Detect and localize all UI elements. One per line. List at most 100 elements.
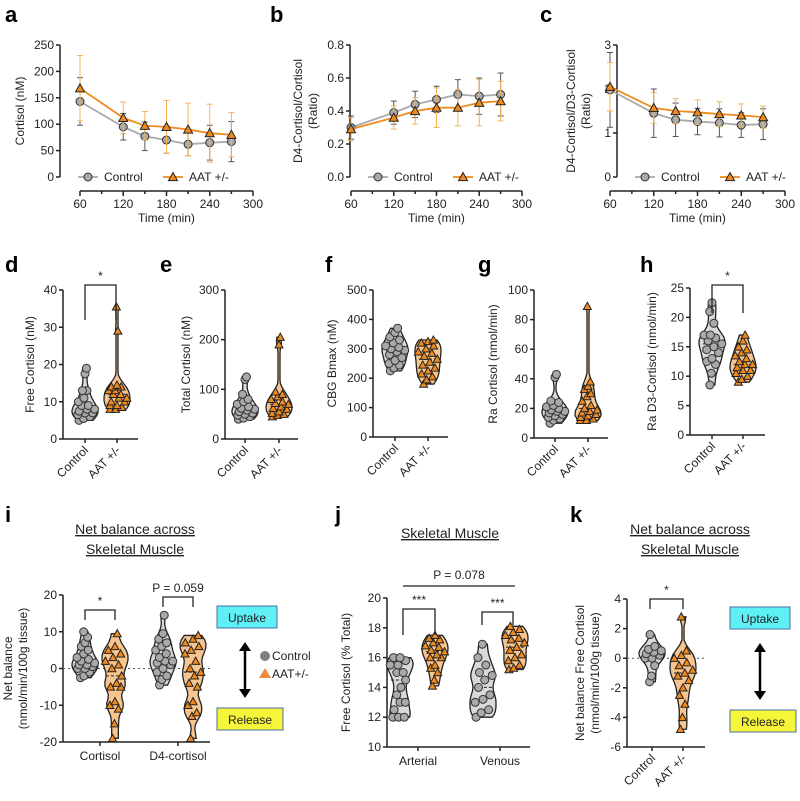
data-point bbox=[204, 127, 216, 138]
legend-marker bbox=[83, 172, 93, 182]
data-point bbox=[757, 111, 769, 122]
aat-point bbox=[274, 339, 284, 349]
aat-point bbox=[413, 346, 424, 356]
series-line bbox=[79, 100, 232, 146]
x-axis-label: Time (min) bbox=[408, 211, 465, 225]
control-point bbox=[554, 397, 564, 407]
x-tick-label: 240 bbox=[200, 197, 220, 211]
aat-point bbox=[111, 678, 122, 687]
aat-point bbox=[424, 357, 435, 366]
aat-point bbox=[100, 656, 111, 665]
violin-aat bbox=[413, 334, 443, 388]
legend-marker bbox=[373, 172, 383, 182]
panel-title: Skeletal Muscle bbox=[401, 525, 499, 541]
control-point bbox=[238, 389, 248, 399]
significance-label: * bbox=[664, 583, 669, 597]
series-aat bbox=[345, 79, 506, 142]
panel-label: f bbox=[325, 252, 333, 277]
aat-point bbox=[733, 341, 744, 351]
aat-point bbox=[107, 733, 118, 743]
category-label: AAT +/- bbox=[651, 751, 689, 789]
aat-point bbox=[519, 637, 530, 647]
panel-label: b bbox=[270, 2, 283, 27]
x-tick-label: 180 bbox=[426, 197, 446, 211]
arrow-down-icon bbox=[239, 689, 251, 698]
aat-point bbox=[582, 301, 593, 310]
aat-point bbox=[110, 696, 120, 706]
y-tick-label: 0.6 bbox=[327, 71, 344, 85]
category-label: AAT +/- bbox=[711, 439, 749, 477]
y-axis-label: (nmol/min/100g tissue) bbox=[16, 608, 30, 729]
violin-control bbox=[381, 323, 410, 376]
control-point bbox=[709, 318, 719, 328]
violin-control bbox=[469, 639, 497, 722]
x-axis-label: Time (min) bbox=[669, 211, 726, 225]
control-point bbox=[650, 641, 660, 651]
violin-aat bbox=[100, 628, 129, 743]
y-tick-label: 0 bbox=[212, 432, 219, 446]
aat-point bbox=[439, 646, 450, 656]
x-axis-label: Time (min) bbox=[138, 211, 195, 225]
violin-aat bbox=[420, 630, 450, 690]
aat-point bbox=[108, 652, 118, 662]
release-label: Release bbox=[228, 713, 272, 727]
control-point bbox=[476, 708, 486, 718]
y-axis-label: Net balance bbox=[1, 636, 15, 700]
aat-point bbox=[434, 642, 444, 651]
legend-label: AAT+/- bbox=[272, 667, 309, 681]
significance-bracket bbox=[649, 598, 684, 609]
aat-point bbox=[431, 649, 442, 659]
aat-point bbox=[514, 624, 525, 633]
release-label: Release bbox=[741, 715, 785, 729]
aat-point bbox=[676, 650, 687, 659]
data-point bbox=[409, 105, 421, 116]
y-tick-label: 16 bbox=[368, 651, 382, 665]
data-point bbox=[648, 102, 660, 113]
category-label: Arterial bbox=[399, 754, 437, 768]
aat-point bbox=[575, 412, 586, 421]
legend-label: AAT +/- bbox=[746, 170, 786, 184]
panel-j: j 10 12 14 16 18 20 Free Cortisol (% Total) Arte… bbox=[334, 502, 530, 768]
y-tick-label: 0 bbox=[614, 651, 621, 665]
control-point bbox=[645, 630, 655, 640]
series-line bbox=[79, 87, 232, 136]
x-tick-label: 60 bbox=[73, 197, 87, 211]
aat-point bbox=[669, 653, 680, 662]
aat-point bbox=[740, 330, 750, 339]
control-point bbox=[392, 690, 402, 700]
category-label: Control bbox=[621, 751, 658, 788]
violin-control bbox=[698, 298, 727, 390]
aat-point bbox=[680, 667, 690, 677]
y-tick-label: 20 bbox=[44, 588, 58, 602]
y-tick-label: 2 bbox=[614, 622, 621, 636]
y-axis-label: Free Cortisol (% Total) bbox=[339, 613, 353, 732]
aat-point bbox=[586, 388, 596, 398]
panel-k: k -6 -4 -2 0 2 4 Net balance Free Cortisol (nmol… bbox=[570, 502, 797, 789]
release-box bbox=[216, 707, 284, 731]
aat-point bbox=[747, 359, 758, 369]
aat-point bbox=[266, 394, 276, 403]
panel-a: a 0 50 100 150 200 250 60 120 180 240 300 Time (min)… bbox=[5, 2, 263, 225]
uptake-box bbox=[729, 606, 791, 630]
y-tick-label: 10 bbox=[368, 740, 382, 754]
legend-marker bbox=[640, 172, 650, 182]
arrow-up-icon bbox=[239, 642, 251, 651]
aat-point bbox=[579, 403, 590, 413]
control-point bbox=[480, 675, 490, 685]
data-point bbox=[161, 121, 172, 131]
x-tick-label: 180 bbox=[687, 197, 707, 211]
significance-label: *** bbox=[490, 596, 504, 610]
aat-point bbox=[110, 641, 120, 651]
control-point bbox=[393, 660, 403, 670]
aat-point bbox=[430, 660, 440, 669]
violin-aat bbox=[669, 611, 698, 733]
aat-point bbox=[731, 368, 741, 377]
aat-point bbox=[432, 667, 443, 677]
aat-point bbox=[416, 368, 427, 378]
y-tick-label: 500 bbox=[347, 283, 367, 297]
panel-label: d bbox=[5, 252, 18, 277]
data-point bbox=[735, 109, 747, 120]
y-tick-label: 0 bbox=[604, 170, 611, 184]
aat-point bbox=[186, 645, 197, 654]
aat-point bbox=[500, 630, 511, 639]
